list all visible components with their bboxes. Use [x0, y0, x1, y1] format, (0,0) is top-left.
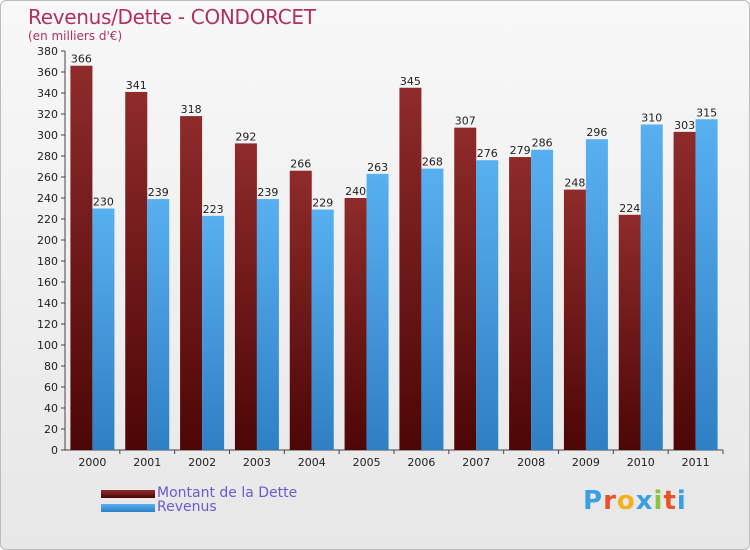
y-tick-label: 240	[37, 192, 58, 205]
data-label-dette: 240	[345, 185, 366, 198]
bar-revenus	[256, 199, 279, 450]
legend-item-debt: Montant de la Dette	[101, 485, 301, 502]
bar-revenus	[421, 168, 444, 450]
data-label-revenus: 268	[422, 156, 443, 169]
bar-dette	[509, 157, 532, 451]
data-label-revenus: 310	[641, 112, 662, 125]
data-label-revenus: 229	[312, 197, 333, 210]
y-tick-label: 80	[44, 360, 58, 373]
x-tick-label: 2007	[462, 456, 490, 469]
data-label-dette: 279	[510, 144, 531, 157]
y-tick-label: 0	[51, 444, 58, 457]
y-tick-label: 220	[37, 213, 58, 226]
bar-dette	[289, 170, 312, 450]
bar-dette	[399, 87, 422, 450]
logo-letter: P	[583, 486, 604, 516]
data-label-revenus: 230	[93, 196, 114, 209]
y-tick-label: 140	[37, 297, 58, 310]
data-label-dette: 307	[455, 115, 476, 128]
data-label-dette: 318	[181, 103, 202, 116]
bar-revenus	[585, 139, 608, 450]
x-tick-label: 2004	[298, 456, 326, 469]
bar-revenus	[92, 208, 115, 450]
y-tick-label: 60	[44, 381, 58, 394]
data-label-dette: 248	[564, 177, 585, 190]
bar-dette	[563, 189, 586, 450]
x-tick-label: 2000	[78, 456, 106, 469]
y-tick-label: 120	[37, 318, 58, 331]
x-tick-label: 2009	[572, 456, 600, 469]
legend-swatch-debt	[101, 490, 155, 498]
legend-swatch-revenus	[101, 504, 155, 512]
y-tick-label: 360	[37, 66, 58, 79]
y-tick-label: 280	[37, 150, 58, 163]
y-tick-label: 40	[44, 402, 58, 415]
data-label-revenus: 296	[586, 126, 607, 139]
logo-letter: t	[663, 486, 677, 516]
logo-letter: r	[603, 486, 617, 516]
data-label-revenus: 276	[477, 147, 498, 160]
data-label-revenus: 223	[203, 203, 224, 216]
x-tick-label: 2001	[133, 456, 161, 469]
x-tick-label: 2002	[188, 456, 216, 469]
bar-revenus	[202, 215, 225, 450]
data-label-revenus: 239	[257, 186, 278, 199]
bar-dette	[70, 65, 93, 450]
bar-dette	[125, 91, 148, 450]
bar-revenus	[476, 160, 499, 450]
x-tick-label: 2005	[353, 456, 381, 469]
bar-revenus	[311, 209, 334, 450]
bar-dette	[673, 131, 696, 450]
bar-dette	[180, 116, 203, 450]
legend-item-revenus: Revenus	[101, 499, 301, 516]
data-label-revenus: 286	[532, 137, 553, 150]
bar-revenus	[147, 199, 170, 450]
chart-subtitle: (en milliers d'€)	[28, 29, 123, 43]
bar-dette	[344, 198, 367, 450]
data-label-dette: 303	[674, 119, 695, 132]
logo-letter: x	[635, 486, 654, 516]
x-tick-label: 2006	[407, 456, 435, 469]
proxiti-logo: Proxiti	[583, 486, 687, 516]
data-label-revenus: 315	[696, 106, 717, 119]
y-tick-label: 160	[37, 276, 58, 289]
x-tick-label: 2003	[243, 456, 271, 469]
bar-revenus	[366, 173, 389, 450]
y-tick-label: 20	[44, 423, 58, 436]
legend-label-debt: Montant de la Dette	[157, 485, 298, 501]
bar-dette	[618, 214, 641, 450]
bar-dette	[454, 127, 477, 451]
legend-label-revenus: Revenus	[157, 499, 217, 515]
chart-title: Revenus/Dette - CONDORCET	[28, 5, 316, 29]
logo-letter: i	[676, 486, 687, 516]
bar-dette	[234, 143, 257, 450]
logo-letter: i	[653, 486, 664, 516]
data-label-revenus: 263	[367, 161, 388, 174]
x-tick-label: 2008	[517, 456, 545, 469]
data-label-dette: 345	[400, 75, 421, 88]
y-tick-label: 100	[37, 339, 58, 352]
data-label-revenus: 239	[148, 186, 169, 199]
y-tick-label: 200	[37, 234, 58, 247]
x-tick-label: 2010	[627, 456, 655, 469]
y-tick-label: 340	[37, 87, 58, 100]
y-tick-label: 260	[37, 171, 58, 184]
bar-revenus	[695, 119, 718, 450]
y-tick-label: 380	[37, 45, 58, 58]
data-label-dette: 224	[619, 202, 640, 215]
logo-letter: o	[616, 486, 636, 516]
y-tick-label: 300	[37, 129, 58, 142]
data-label-dette: 341	[126, 79, 147, 92]
y-tick-label: 320	[37, 108, 58, 121]
x-tick-label: 2011	[682, 456, 710, 469]
y-tick-label: 180	[37, 255, 58, 268]
data-label-dette: 366	[71, 53, 92, 66]
bar-revenus	[640, 124, 663, 450]
data-label-dette: 266	[290, 158, 311, 171]
bar-revenus	[531, 149, 554, 450]
data-label-dette: 292	[235, 130, 256, 143]
